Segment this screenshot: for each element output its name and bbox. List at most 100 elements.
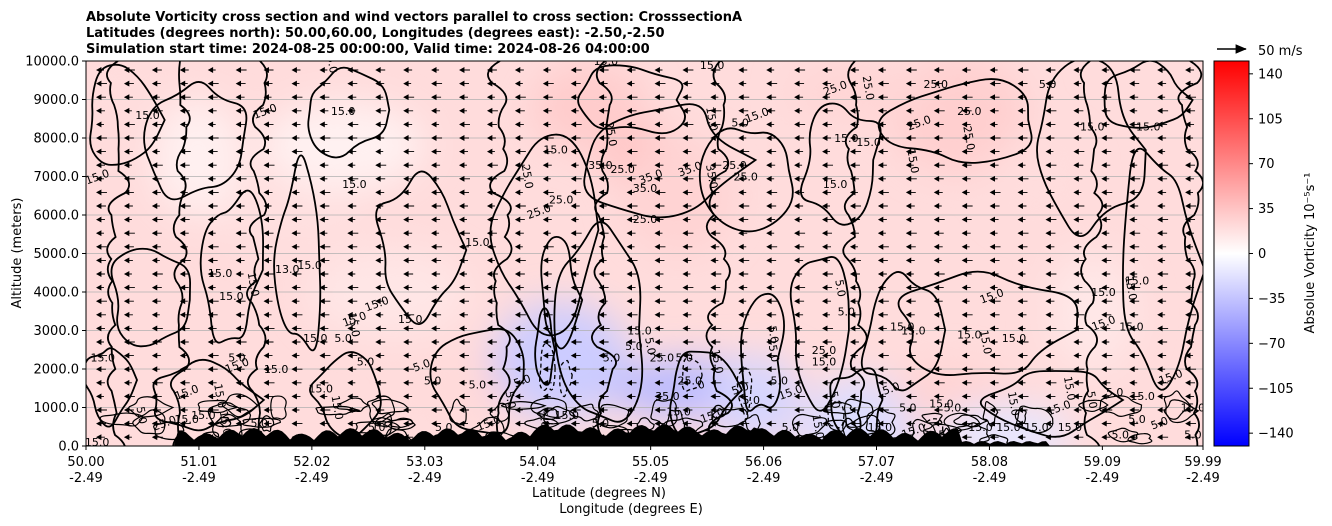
wind-vector: [514, 339, 524, 345]
contour-line: [216, 416, 232, 428]
contour-label: 5.0: [881, 380, 902, 398]
contour-label: 5.0: [743, 394, 761, 407]
wind-vector: [710, 271, 722, 277]
wind-vector: [710, 175, 721, 182]
contour-label: 15.0: [904, 148, 921, 174]
wind-vector: [403, 121, 413, 128]
wind-vector: [1129, 339, 1141, 345]
wind-vector: [486, 94, 495, 101]
wind-vector: [542, 339, 551, 345]
wind-vector: [989, 67, 998, 73]
wind-vector: [319, 107, 329, 114]
wind-vector: [542, 257, 553, 264]
wind-vector: [347, 379, 356, 386]
wind-vector: [794, 325, 803, 332]
wind-vector: [1073, 230, 1083, 237]
colorbar-label: Absolue Vorticity 10⁻⁵s⁻¹: [1303, 173, 1318, 334]
wind-vector: [235, 148, 245, 155]
wind-vector: [905, 135, 916, 141]
wind-vector: [1045, 67, 1056, 73]
wind-vector: [905, 325, 914, 332]
wind-vector: [263, 366, 272, 373]
wind-vector: [207, 325, 217, 332]
wind-vector: [1045, 271, 1057, 277]
wind-vector: [347, 325, 356, 332]
wind-vector: [514, 203, 526, 209]
wind-vector: [626, 107, 637, 114]
wind-vector: [1157, 339, 1168, 345]
wind-vector: [347, 107, 356, 114]
wind-vector: [654, 271, 664, 277]
wind-vector: [542, 284, 551, 291]
wind-vector: [850, 135, 858, 141]
contour-label: 5.0: [1128, 413, 1146, 426]
contour-line: [943, 412, 981, 433]
wind-vector: [822, 257, 831, 264]
wind-vector: [570, 189, 581, 196]
wind-vector: [822, 67, 833, 73]
wind-vector: [961, 366, 973, 373]
wind-vector: [431, 216, 441, 223]
wind-vector: [431, 135, 443, 141]
wind-vector: [850, 366, 861, 373]
wind-vector: [1073, 339, 1083, 345]
wind-vector: [654, 243, 666, 250]
wind-vector: [989, 121, 998, 128]
wind-vector: [347, 311, 357, 318]
wind-vector: [1101, 271, 1111, 277]
wind-vector: [1157, 311, 1166, 318]
wind-vector: [319, 216, 329, 223]
wind-vector: [961, 94, 973, 101]
contour-label: 15.0: [174, 413, 199, 426]
wind-vector: [235, 339, 247, 345]
wind-vector: [738, 379, 749, 386]
wind-vector: [738, 352, 747, 359]
wind-vector: [570, 379, 579, 386]
wind-vector: [626, 271, 637, 277]
wind-vector: [682, 243, 693, 250]
wind-key-label: 50 m/s: [1258, 44, 1303, 59]
x-axis-label-longitude: Longitude (degrees E): [559, 502, 703, 517]
wind-vector: [626, 162, 637, 169]
x-tick-latitude: 50.00: [67, 455, 104, 470]
wind-vector: [96, 284, 104, 291]
wind-vector: [207, 257, 218, 264]
contour-line: [705, 61, 733, 446]
wind-vector: [1129, 230, 1141, 237]
wind-vector: [459, 379, 467, 386]
wind-vector: [1185, 216, 1196, 223]
wind-vector: [207, 148, 218, 155]
contour-label: 15.0: [345, 312, 362, 338]
wind-vector: [151, 284, 162, 291]
wind-vector: [263, 257, 272, 264]
contour-label: 15.0: [594, 55, 619, 68]
contour-line: [86, 347, 138, 428]
contour-label: 35.0: [633, 182, 658, 195]
wind-vector: [347, 189, 358, 196]
wind-vector: [766, 162, 776, 169]
wind-vector: [682, 311, 692, 318]
colorbar-tick-label: −140: [1258, 427, 1294, 442]
contour-label: 15.0: [901, 325, 926, 338]
wind-vector: [1017, 325, 1026, 332]
wind-vector: [850, 298, 858, 305]
wind-vector: [1073, 203, 1085, 209]
wind-vector: [459, 243, 469, 250]
wind-vector: [1045, 80, 1055, 87]
wind-vector: [1017, 148, 1027, 155]
wind-vector: [766, 135, 778, 141]
wind-vector: [486, 189, 496, 196]
contour-label: 15.0: [543, 144, 568, 157]
wind-vector: [1157, 230, 1168, 237]
wind-vector: [207, 271, 217, 277]
wind-vector: [235, 67, 247, 73]
wind-vector: [682, 67, 694, 73]
wind-vector: [1045, 257, 1054, 264]
wind-vector: [263, 298, 273, 305]
wind-vector: [151, 339, 162, 345]
wind-vector: [179, 162, 190, 169]
wind-vector: [403, 216, 414, 223]
negative-contour-line: [681, 357, 703, 392]
wind-vector: [961, 230, 971, 237]
wind-vector: [123, 162, 132, 169]
